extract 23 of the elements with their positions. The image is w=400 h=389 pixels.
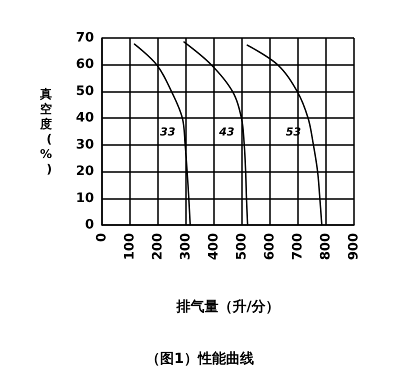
x-tick-label: 300: [178, 233, 194, 260]
y-tick-label: 50: [76, 84, 94, 99]
y-tick-label: 10: [76, 190, 94, 206]
y-tick-label: 20: [76, 164, 94, 180]
x-tick-label: 800: [318, 233, 334, 260]
x-tick-label: 0: [94, 233, 110, 242]
series-label: 43: [218, 126, 235, 139]
x-axis-title: 排气量（升/分）: [175, 298, 280, 315]
x-tick-label: 600: [262, 233, 278, 260]
x-tick-label: 200: [150, 233, 166, 260]
text: （图1）性能曲线: [146, 351, 254, 367]
y-tick-label: 40: [76, 110, 94, 126]
x-tick-label: 400: [206, 233, 222, 260]
y-tick-label: 70: [76, 30, 94, 46]
y-tick-label: 60: [76, 57, 94, 72]
x-tick-label: 100: [122, 233, 138, 260]
y-axis-title: 真空度(%): [39, 87, 52, 176]
series-label: 33: [160, 126, 176, 139]
x-tick-label: 500: [234, 233, 250, 260]
y-tick-label: 30: [76, 137, 94, 152]
x-tick-label: 700: [290, 233, 306, 260]
y-tick-label: 0: [84, 218, 94, 232]
x-tick-label: 900: [346, 233, 362, 260]
